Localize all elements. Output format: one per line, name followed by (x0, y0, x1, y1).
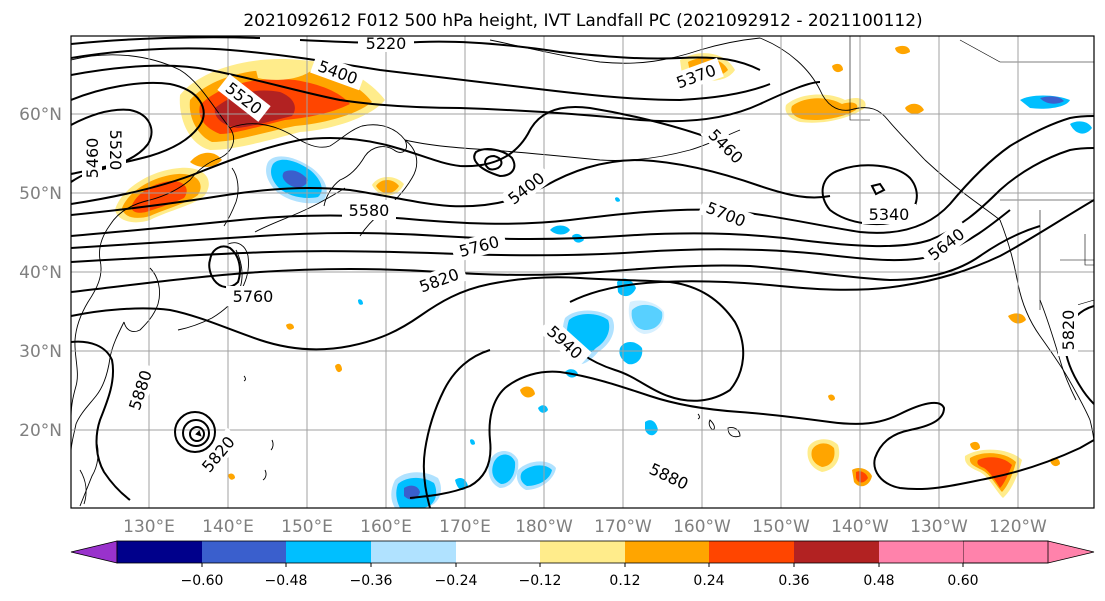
map-title: 2021092612 F012 500 hPa height, IVT Land… (243, 11, 922, 31)
latitude-labels: 60°N 50°N 40°N 30°N 20°N (19, 105, 62, 441)
lon-label: 140°W (831, 517, 889, 537)
lon-label: 130°E (123, 517, 175, 537)
colorbar: −0.60 −0.48 −0.36 −0.24 −0.12 0.12 0.24 … (70, 540, 1095, 589)
lat-label: 30°N (19, 342, 62, 362)
lon-label: 170°W (594, 517, 652, 537)
colorbar-tick-label: −0.24 (435, 573, 478, 589)
colorbar-segment (117, 541, 202, 563)
lat-label: 40°N (19, 263, 62, 283)
lon-label: 130°W (910, 517, 968, 537)
colorbar-segment (709, 541, 794, 563)
colorbar-segment (371, 541, 456, 563)
colorbar-segment (540, 541, 625, 563)
colorbar-ticks (201, 563, 964, 567)
contour-label: 5760 (233, 287, 274, 306)
lon-label: 150°W (752, 517, 810, 537)
map-frame (70, 35, 1095, 509)
contour-label: 5340 (869, 205, 910, 224)
colorbar-tick-label: 0.36 (778, 573, 809, 589)
lat-label: 50°N (19, 184, 62, 204)
contour-label: 5820 (1059, 310, 1078, 351)
contour-label: 5520 (106, 130, 125, 171)
colorbar-segment (202, 541, 286, 563)
colorbar-tick-label: 0.48 (863, 573, 894, 589)
contour-label: 5220 (366, 34, 407, 53)
colorbar-extend-left (70, 540, 118, 564)
lon-label: 150°E (281, 517, 333, 537)
longitude-labels: 130°E 140°E 150°E 160°E 170°E 180°W 170°… (123, 517, 1047, 537)
colorbar-tick-label: 0.60 (947, 573, 978, 589)
colorbar-tick-label: 0.24 (693, 573, 724, 589)
lat-label: 60°N (19, 105, 62, 125)
colorbar-tick-label: 0.12 (609, 573, 640, 589)
map-panel: 5220 5400 5520 5460 5520 5580 5400 5370 … (70, 34, 1095, 509)
borders (849, 36, 1094, 311)
colorbar-tick-labels: −0.60 −0.48 −0.36 −0.24 −0.12 0.12 0.24 … (181, 573, 979, 589)
colorbar-tick-label: −0.48 (265, 573, 308, 589)
lon-label: 140°E (202, 517, 254, 537)
colorbar-segment (794, 541, 879, 563)
contour-label: 5580 (349, 201, 390, 220)
colorbar-segment (625, 541, 709, 563)
lon-label: 160°W (673, 517, 731, 537)
colorbar-tick-label: −0.60 (181, 573, 224, 589)
lon-label: 120°W (989, 517, 1047, 537)
colorbar-extend-right (962, 540, 1095, 564)
lon-label: 170°E (439, 517, 491, 537)
colorbar-segment (456, 541, 540, 563)
colorbar-tick-label: −0.36 (350, 573, 393, 589)
contour-label: 5460 (83, 138, 102, 179)
lon-label: 180°W (515, 517, 573, 537)
colorbar-segment (879, 541, 963, 563)
colorbar-outline (116, 540, 1049, 564)
colorbar-segment (286, 541, 371, 563)
lon-label: 160°E (360, 517, 412, 537)
lat-label: 20°N (19, 421, 62, 441)
colorbar-tick-label: −0.12 (519, 573, 562, 589)
